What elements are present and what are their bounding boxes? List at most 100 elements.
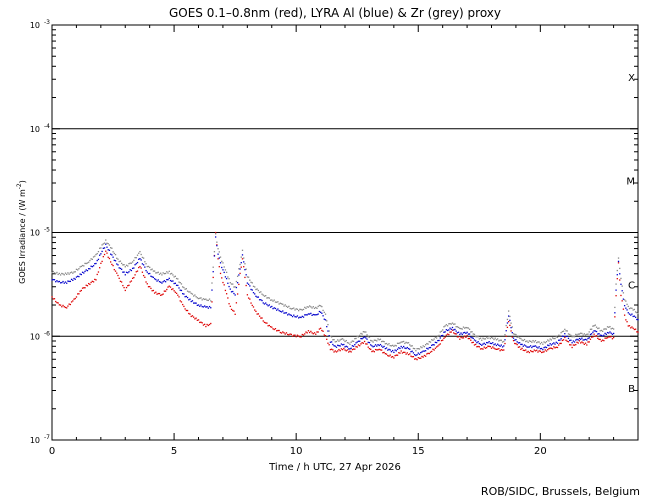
x-tick-label: 0: [49, 446, 55, 457]
data-point: [632, 327, 634, 329]
data-point: [285, 332, 288, 334]
data-point: [401, 347, 404, 349]
data-point: [152, 270, 155, 272]
data-point: [114, 253, 117, 256]
data-point: [160, 281, 162, 283]
data-point: [341, 348, 344, 351]
data-point: [123, 264, 125, 266]
data-point: [389, 354, 391, 356]
data-point: [537, 341, 539, 343]
data-point: [90, 265, 92, 267]
data-point: [418, 348, 421, 350]
data-point: [550, 344, 553, 346]
data-point: [313, 314, 316, 316]
data-point: [57, 273, 59, 276]
data-series: [51, 231, 639, 361]
data-point: [304, 306, 306, 309]
data-point: [345, 339, 347, 342]
data-point: [67, 272, 69, 274]
data-point: [182, 303, 184, 306]
data-point: [483, 346, 485, 348]
data-point: [332, 339, 334, 341]
data-point: [495, 339, 498, 341]
data-point: [416, 348, 418, 350]
data-point: [365, 331, 367, 333]
data-point: [227, 297, 229, 299]
data-point: [553, 346, 555, 348]
data-point: [339, 345, 341, 347]
data-point: [475, 335, 477, 338]
data-point: [189, 313, 191, 315]
data-point: [190, 292, 192, 295]
data-point: [186, 309, 189, 312]
data-point: [510, 326, 512, 329]
data-point: [612, 328, 615, 330]
data-point: [120, 281, 123, 283]
data-point: [244, 263, 246, 265]
data-point: [204, 298, 206, 301]
data-point: [324, 313, 327, 315]
data-point: [595, 335, 598, 337]
data-point: [278, 329, 280, 332]
data-point: [94, 255, 96, 257]
data-point: [217, 248, 219, 250]
data-point: [417, 347, 419, 350]
data-point: [240, 262, 242, 264]
data-point: [287, 314, 289, 316]
data-point: [227, 276, 229, 278]
data-point: [134, 264, 136, 266]
data-point: [516, 343, 518, 346]
data-point: [129, 281, 131, 283]
data-point: [326, 320, 328, 322]
data-point: [609, 336, 611, 338]
data-point: [110, 247, 112, 249]
data-point: [117, 258, 119, 260]
data-point: [521, 347, 523, 350]
data-point: [302, 334, 305, 336]
data-point: [106, 252, 108, 254]
data-point: [52, 270, 54, 273]
data-point: [222, 269, 224, 271]
data-point: [532, 339, 534, 342]
data-point: [80, 289, 82, 292]
data-point: [493, 338, 495, 341]
data-point: [316, 313, 318, 316]
data-point: [247, 297, 250, 299]
data-point: [461, 337, 463, 339]
data-point: [494, 348, 496, 350]
data-point: [440, 330, 443, 332]
data-point: [381, 349, 383, 351]
data-point: [313, 307, 316, 310]
data-point: [400, 345, 402, 348]
data-point: [409, 353, 411, 355]
data-point: [540, 341, 543, 344]
data-point: [394, 354, 396, 357]
data-point: [175, 277, 178, 280]
data-point: [105, 239, 107, 241]
data-point: [511, 332, 513, 334]
data-point: [429, 346, 432, 349]
data-point: [606, 326, 609, 328]
data-point: [499, 345, 501, 347]
data-point: [587, 341, 589, 343]
data-point: [173, 276, 175, 278]
data-point: [127, 265, 129, 267]
data-point: [156, 272, 158, 274]
data-point: [222, 281, 224, 284]
data-point: [340, 348, 343, 350]
data-point: [531, 341, 533, 343]
data-point: [160, 294, 162, 296]
data-point: [601, 330, 604, 332]
data-point: [622, 308, 625, 310]
data-point: [354, 338, 356, 340]
data-point: [610, 335, 612, 338]
data-point: [95, 262, 97, 265]
data-point: [628, 313, 631, 315]
data-point: [584, 342, 587, 344]
y-tick-exponent: -5: [44, 227, 50, 234]
data-point: [481, 348, 483, 350]
data-point: [283, 332, 285, 334]
data-point: [350, 351, 352, 353]
data-point: [363, 336, 366, 338]
data-point: [91, 258, 93, 261]
